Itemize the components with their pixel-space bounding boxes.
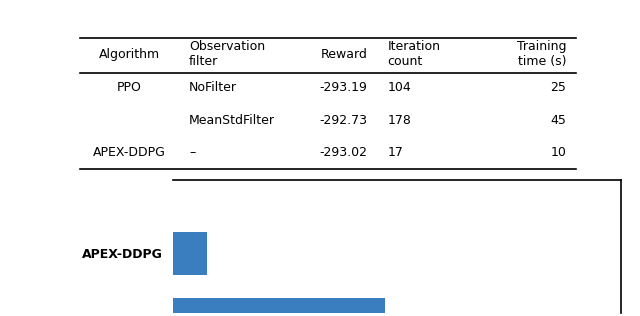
Bar [173, 298, 385, 316]
Bar [173, 232, 207, 275]
